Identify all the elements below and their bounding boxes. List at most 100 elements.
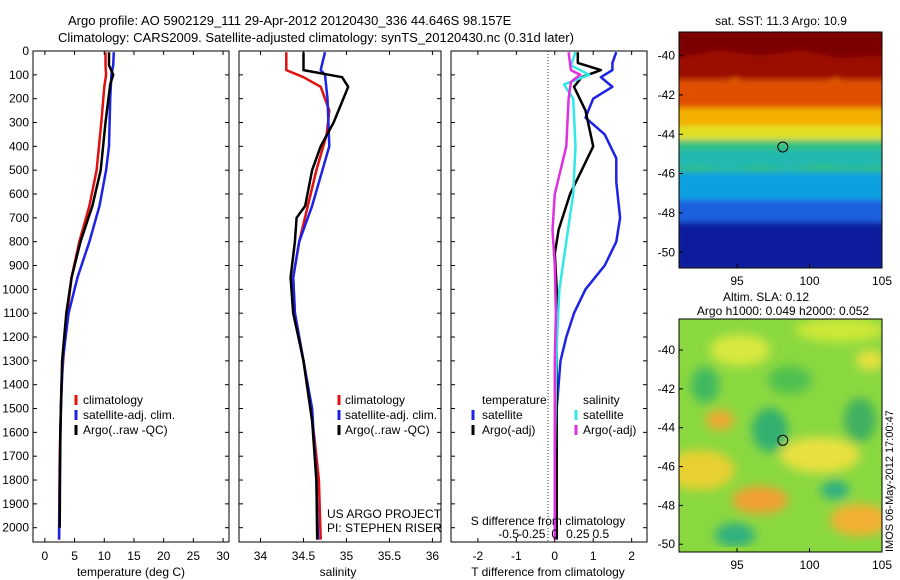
project-annotation-line-2: PI: STEPHEN RISER [327, 521, 442, 535]
sst-map-title: sat. SST: 11.3 Argo: 10.9 [715, 14, 847, 28]
sla-map-panel: Altim. SLA: 0.12 Argo h1000: 0.049 h2000… [658, 290, 893, 572]
map-y-tick-label: -40 [658, 49, 676, 63]
legend-title-temperature: temperature [482, 393, 547, 407]
legend-label-satellite-t: satellite [482, 408, 523, 422]
argo-position-marker-sla [777, 434, 789, 446]
map-y-tick-label: -48 [658, 498, 676, 512]
x-tick-label: 34.5 [292, 549, 316, 563]
sst-map-image [679, 32, 882, 268]
x-tick-label: 15 [127, 549, 141, 563]
series-line-argo [58, 52, 115, 528]
sla-map-frame [678, 318, 883, 553]
y-tick-label: 300 [9, 116, 29, 130]
map-y-tick-label: -42 [658, 88, 676, 102]
y-tick-label: 1100 [3, 306, 29, 320]
y-tick-label: 1500 [2, 402, 29, 416]
legend-label-satellite-s: satellite [583, 408, 624, 422]
y-tick-label: 200 [9, 92, 29, 106]
map-y-tick-label: -46 [658, 460, 676, 474]
y-tick-label: 2000 [2, 521, 29, 535]
s-tick-label: -0.25 [518, 527, 546, 541]
sla-map-title: Altim. SLA: 0.12 [723, 290, 809, 304]
header-line-1: Argo profile: AO 5902129_111 29-Apr-2012… [68, 13, 512, 28]
y-tick-label: 1700 [2, 449, 29, 463]
side-timestamp: IMOS 06-May-2012 17:00:47 [884, 410, 896, 552]
map-y-tick-label: -50 [658, 537, 676, 551]
map-x-tick-label: 105 [872, 274, 892, 288]
sst-map-panel: sat. SST: 11.3 Argo: 10.9 -40 -42 -44 -46 -4… [658, 14, 893, 288]
map-y-tick-label: -46 [658, 167, 676, 181]
salinity-axes [238, 50, 442, 543]
series-line-argo [289, 52, 350, 540]
y-tick-label: 900 [9, 259, 29, 273]
temperature-panel: 0100200300400500600700800900100011001200… [2, 44, 230, 579]
project-annotation-line-1: US ARGO PROJECT [327, 507, 442, 521]
legend-label-argo-s: Argo(-adj) [583, 423, 636, 437]
x-tick-label: 34 [254, 549, 268, 563]
header-line-2: Climatology: CARS2009. Satellite-adjuste… [58, 30, 574, 45]
salinity-panel: 34 34.5 35 35.5 36 salinity climatology sate… [238, 50, 442, 579]
map-x-tick-label: 100 [799, 558, 819, 572]
legend-label-satellite: satellite-adj. clim. [345, 408, 437, 422]
x-tick-label: 35.5 [378, 549, 402, 563]
salinity-difference-label: S difference from climatology [471, 514, 626, 528]
y-tick-label: 700 [9, 211, 29, 225]
x-tick-label: 1 [590, 549, 597, 563]
y-tick-label: 1400 [2, 378, 29, 392]
difference-xlabel: T difference from climatology [471, 565, 625, 579]
map-x-tick-label: 95 [730, 274, 744, 288]
map-y-tick-label: -42 [658, 382, 676, 396]
series-line-satellite [291, 51, 331, 540]
map-x-tick-label: 105 [872, 558, 892, 572]
legend-label-argo: Argo(..raw -QC) [345, 423, 430, 437]
y-tick-label: 0 [22, 44, 29, 58]
y-tick-label: 1600 [2, 425, 29, 439]
x-tick-label: 36 [426, 549, 440, 563]
series-line-sat_t [553, 51, 622, 540]
map-y-tick-label: -48 [658, 206, 676, 220]
temperature-legend: climatology satellite-adj. clim. Argo(..… [74, 393, 175, 437]
map-y-tick-label: -50 [658, 245, 676, 259]
sst-map-frame [678, 31, 883, 269]
y-tick-label: 1000 [2, 282, 29, 296]
y-tick-label: 100 [9, 68, 29, 82]
x-tick-label: 5 [71, 549, 78, 563]
x-tick-label: 30 [216, 549, 230, 563]
temperature-axes [32, 50, 230, 543]
y-tick-label: 400 [9, 139, 29, 153]
s-tick-label: 0.25 [566, 527, 590, 541]
x-tick-label: 10 [98, 549, 112, 563]
map-y-tick-label: -44 [658, 421, 676, 435]
map-y-tick-label: -40 [658, 343, 676, 357]
s-tick-label: 0.5 [593, 527, 610, 541]
legend-label-climatology: climatology [83, 393, 143, 407]
x-tick-label: -1 [511, 549, 522, 563]
map-x-tick-label: 95 [730, 558, 744, 572]
x-tick-label: -2 [473, 549, 484, 563]
y-tick-label: 1900 [2, 497, 29, 511]
y-tick-label: 1800 [2, 473, 29, 487]
legend-label-argo: Argo(..raw -QC) [83, 423, 168, 437]
map-x-tick-label: 100 [799, 274, 819, 288]
x-tick-label: 20 [157, 549, 171, 563]
series-line-argo_s [551, 52, 582, 540]
argo-position-marker [777, 141, 789, 153]
x-tick-label: 35 [340, 549, 354, 563]
legend-label-satellite: satellite-adj. clim. [83, 408, 175, 422]
salinity-legend: climatology satellite-adj. clim. Argo(..… [337, 393, 437, 437]
y-tick-label: 600 [9, 187, 29, 201]
x-tick-label: 2 [628, 549, 635, 563]
x-tick-label: 0 [551, 549, 558, 563]
map-y-tick-label: -44 [658, 127, 676, 141]
sla-map-subtitle: Argo h1000: 0.049 h2000: 0.052 [697, 304, 869, 318]
y-tick-label: 1200 [2, 330, 29, 344]
difference-panel: -2 -1 0 1 2 -0.5 -0.25 0 0.25 0.5 T difference fr… [450, 50, 648, 579]
y-tick-label: 500 [9, 163, 29, 177]
series-line-climatology [57, 52, 108, 540]
y-tick-label: 1300 [2, 354, 29, 368]
series-line-sat_s [553, 51, 591, 540]
legend-label-argo-t: Argo(-adj) [482, 423, 535, 437]
difference-axes [450, 50, 648, 543]
difference-legend: temperature satellite Argo(-adj) salinit… [471, 393, 636, 437]
